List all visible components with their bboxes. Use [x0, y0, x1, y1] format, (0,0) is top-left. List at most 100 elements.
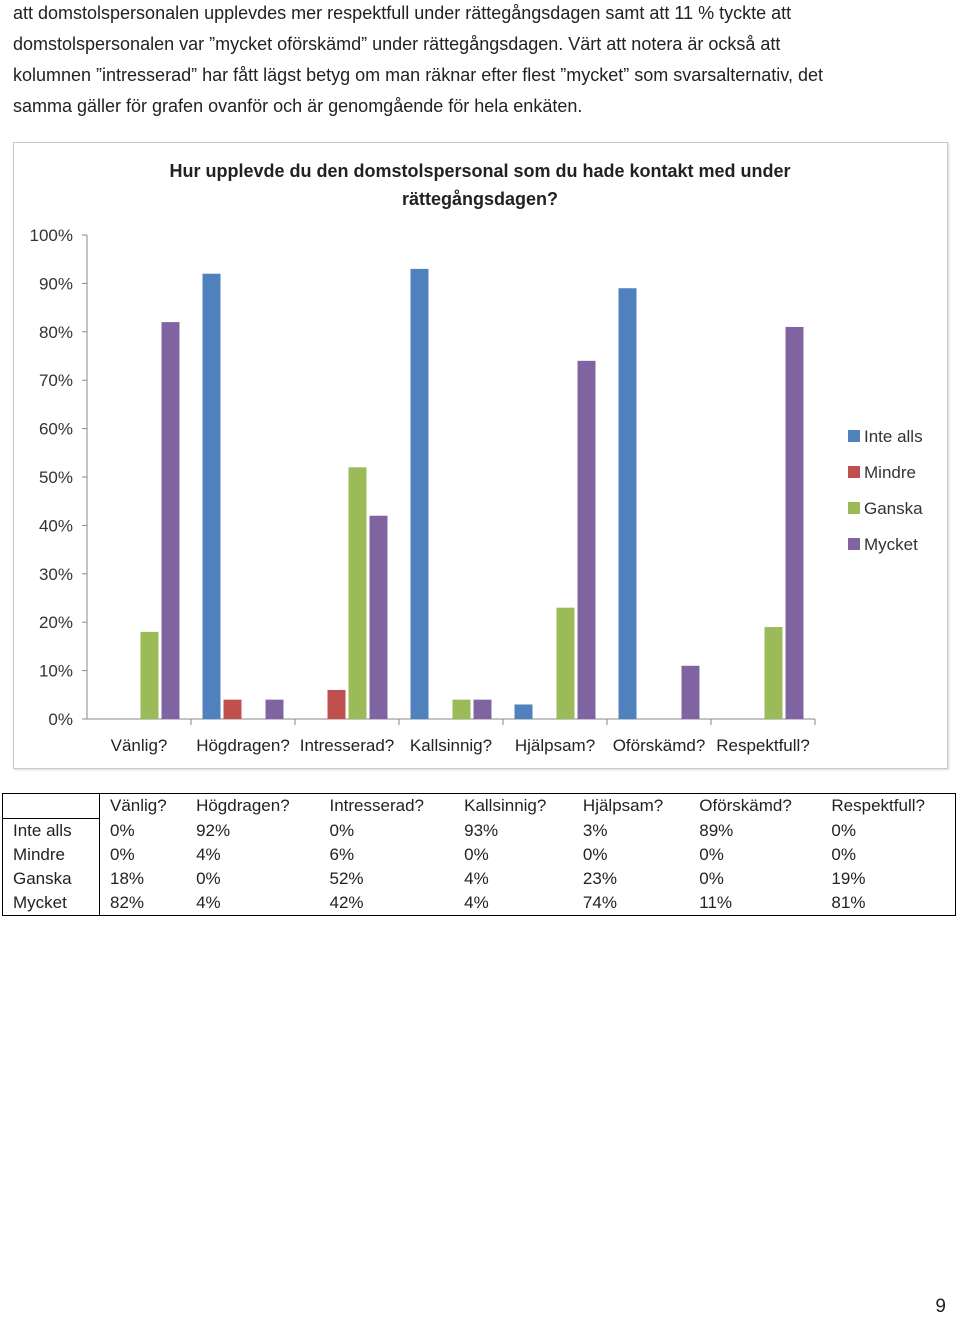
bar-ganska	[140, 631, 159, 719]
y-tick-label: 40%	[39, 516, 73, 535]
bar-chart: Hur upplevde du den domstolspersonal som…	[13, 142, 948, 769]
table-cell: 82%	[99, 891, 187, 916]
paragraph-line: domstolspersonalen var ”mycket oförskämd…	[13, 34, 781, 54]
chart-canvas: Hur upplevde du den domstolspersonal som…	[30, 161, 924, 755]
table-cell: 11%	[689, 891, 822, 916]
x-tick-label: Högdragen?	[196, 736, 290, 755]
paragraph-line: samma gäller för grafen ovanför och är g…	[13, 96, 583, 116]
legend-swatch	[848, 466, 860, 478]
table-row-label: Mycket	[2, 891, 100, 916]
table-row-label: Mindre	[2, 843, 100, 867]
y-tick-label: 100%	[30, 226, 73, 245]
table-header-cell: Kallsinnig?	[454, 793, 573, 819]
table-cell: 0%	[699, 869, 724, 888]
y-tick-label: 20%	[39, 613, 73, 632]
table-cell: 19%	[821, 867, 957, 891]
table-cell: 4%	[186, 891, 320, 916]
legend-label: Inte alls	[864, 427, 923, 446]
table-header-cell: Högdragen?	[186, 793, 320, 819]
table-cell: 0%	[464, 845, 489, 864]
table-cell: 0%	[196, 869, 221, 888]
x-tick-label: Hjälpsam?	[515, 736, 595, 755]
table-cell: 6%	[329, 845, 355, 864]
table-row: Inte alls 0% 92% 0% 93% 3% 89% 0%	[2, 818, 957, 843]
x-tick-label: Intresserad?	[300, 736, 395, 755]
table-header-cell: Vänlig?	[99, 793, 187, 819]
bar-mindre	[327, 689, 346, 719]
y-tick-label: 80%	[39, 323, 73, 342]
table-header-row: Vänlig? Högdragen? Intresserad? Kallsinnig?…	[2, 793, 957, 819]
table-cell: 23%	[582, 869, 617, 888]
table-cell: 81%	[821, 891, 957, 916]
bar-mycket	[681, 665, 700, 719]
chart-title-line: Hur upplevde du den domstolspersonal som…	[169, 161, 790, 181]
x-tick-label: Kallsinnig?	[410, 736, 492, 755]
x-tick-label: Respektfull?	[716, 736, 810, 755]
bar-mycket	[577, 360, 596, 719]
legend-label: Mindre	[864, 463, 916, 482]
bar-inte-alls	[514, 704, 533, 719]
table-cell: 0%	[110, 820, 135, 840]
bar-mycket	[161, 322, 180, 719]
y-tick-label: 90%	[39, 274, 73, 293]
legend-label: Mycket	[864, 535, 918, 554]
bar-inte-alls	[202, 273, 221, 719]
table-cell: 0%	[582, 845, 608, 864]
bar-ganska	[556, 607, 575, 719]
y-tick-label: 60%	[39, 420, 73, 439]
bar-mycket	[785, 326, 804, 719]
table-row: Mycket 82% 4% 42% 4% 74% 11% 81%	[2, 891, 957, 916]
legend-swatch	[848, 430, 860, 442]
paragraph-line: kolumnen ”intresserad” har fått lägst be…	[13, 65, 823, 85]
table-row-label: Inte alls	[2, 818, 100, 843]
table-cell: 0%	[821, 818, 957, 843]
table-row-label: Ganska	[2, 867, 100, 891]
y-tick-label: 70%	[39, 371, 73, 390]
table-cell: 42%	[319, 891, 455, 916]
table-row: Ganska 18% 0% 52% 4% 23% 0% 19%	[2, 867, 957, 891]
bar-inte-alls	[410, 268, 429, 719]
table-header-cell: Hjälpsam?	[572, 793, 690, 819]
bar-inte-alls	[618, 288, 637, 719]
table-cell: 0%	[329, 820, 355, 840]
paragraph-line: att domstolspersonalen upplevdes mer res…	[13, 3, 792, 23]
legend-swatch	[848, 538, 860, 550]
page-number: 9	[935, 1296, 946, 1317]
bar-mindre	[223, 699, 242, 719]
bar-mycket	[369, 515, 388, 719]
table-cell: 4%	[454, 891, 573, 916]
table-cell: 18%	[110, 869, 145, 888]
bar-ganska	[452, 699, 471, 719]
table-cell: 52%	[329, 869, 364, 888]
table-corner	[2, 793, 100, 819]
table-cell: 89%	[699, 820, 734, 840]
chart-title-line: rättegångsdagen?	[402, 189, 558, 209]
table-cell: 4%	[464, 869, 489, 888]
table-header-cell: Oförskämd?	[689, 793, 822, 819]
y-tick-label: 50%	[39, 468, 73, 487]
bar-mycket	[265, 699, 284, 719]
table-cell: 0%	[821, 843, 957, 867]
table-cell: 74%	[572, 891, 690, 916]
legend-label: Ganska	[864, 499, 923, 518]
bar-ganska	[764, 627, 783, 719]
bar-ganska	[348, 467, 367, 719]
legend-swatch	[848, 502, 860, 514]
intro-paragraph: att domstolspersonalen upplevdes mer res…	[13, 0, 948, 122]
table-cell: 93%	[464, 820, 499, 840]
table-cell: 3%	[582, 820, 608, 840]
y-tick-label: 30%	[39, 565, 73, 584]
x-tick-label: Oförskämd?	[613, 736, 706, 755]
table-header-cell: Respektfull?	[821, 793, 957, 819]
table-row: Mindre 0% 4% 6% 0% 0% 0% 0%	[2, 843, 957, 867]
x-tick-label: Vänlig?	[111, 736, 168, 755]
y-tick-label: 0%	[48, 710, 73, 729]
table-cell: 92%	[196, 820, 231, 840]
table-cell: 0%	[699, 845, 724, 864]
table-cell: 4%	[196, 845, 221, 864]
bar-mycket	[473, 699, 492, 719]
y-tick-label: 10%	[39, 662, 73, 681]
table-cell: 0%	[110, 845, 135, 864]
data-table: Vänlig? Högdragen? Intresserad? Kallsinnig?…	[2, 793, 957, 916]
table-header-cell: Intresserad?	[319, 793, 455, 819]
